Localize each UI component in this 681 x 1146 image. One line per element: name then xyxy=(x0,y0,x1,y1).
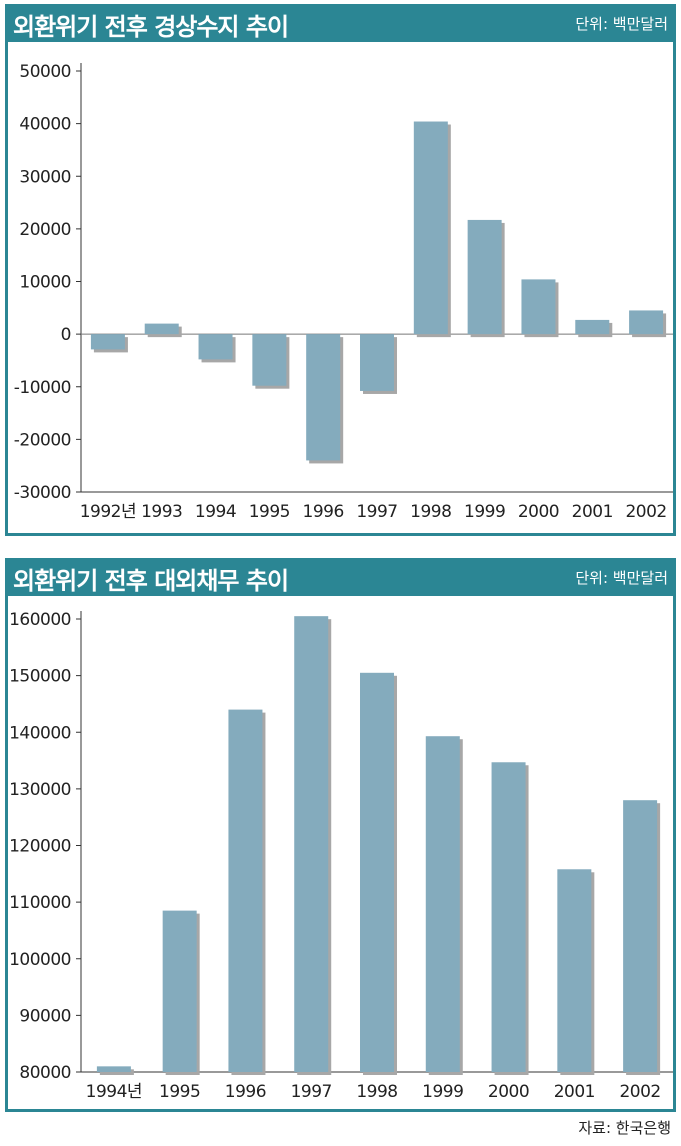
current-account-plot-area: 50000 40000 30000 20000 10000 0 -10000 -20000 -3… xyxy=(8,42,673,533)
x-tick-label: 1995 xyxy=(159,1082,200,1102)
bar xyxy=(413,121,448,335)
x-tick-label: 2002 xyxy=(625,502,666,522)
y-tick-label: -30000 xyxy=(14,483,71,503)
bar xyxy=(198,334,233,360)
current-account-chart: 50000 40000 30000 20000 10000 0 -10000 -20000 -3… xyxy=(14,62,673,522)
external-debt-header: 외환위기 전후 대외채무 추이 단위: 백만달러 xyxy=(5,558,676,596)
source-note: 자료: 한국은행 xyxy=(578,1119,671,1137)
x-tick-label: 1997 xyxy=(291,1082,332,1102)
x-tick-label: 2002 xyxy=(619,1082,660,1102)
y-tick-label: 20000 xyxy=(19,220,71,240)
bar-shadow xyxy=(99,1069,134,1075)
x-tick-label: 2001 xyxy=(572,502,613,522)
bar xyxy=(360,334,394,391)
y-tick-label: -10000 xyxy=(14,378,71,398)
y-tick-label: 40000 xyxy=(19,115,71,135)
y-tick-label: 110000 xyxy=(9,893,71,913)
current-account-panel: 외환위기 전후 경상수지 추이 단위: 백만달러 50000 40000 30000… xyxy=(5,4,676,536)
bar xyxy=(425,736,460,1072)
bar xyxy=(228,709,263,1072)
bar xyxy=(467,219,502,335)
current-account-header: 외환위기 전후 경상수지 추이 단위: 백만달러 xyxy=(5,4,676,42)
x-tick-label: 1999 xyxy=(422,1082,463,1102)
x-tick-label: 2000 xyxy=(518,502,559,522)
bar xyxy=(144,323,179,335)
y-tick-label: 80000 xyxy=(19,1063,71,1083)
y-tick-label: -20000 xyxy=(14,430,71,450)
bar xyxy=(623,800,658,1072)
x-tick-label: 1998 xyxy=(410,502,451,522)
bar xyxy=(491,762,526,1072)
x-tick-label: 1996 xyxy=(225,1082,266,1102)
bar xyxy=(90,334,125,350)
y-tick-label: 160000 xyxy=(9,610,71,630)
x-tick-label: 1997 xyxy=(356,502,397,522)
x-tick-label: 1994년 xyxy=(86,1082,142,1102)
y-tick-label: 150000 xyxy=(9,667,71,687)
external-debt-title: 외환위기 전후 대외채무 추이 xyxy=(13,567,289,595)
x-tick-label: 1999 xyxy=(464,502,505,522)
y-tick-label: 10000 xyxy=(19,273,71,293)
y-tick-label: 30000 xyxy=(19,167,71,187)
y-tick-label: 140000 xyxy=(9,723,71,743)
bar xyxy=(252,334,287,386)
y-tick-label: 130000 xyxy=(9,780,71,800)
x-tick-label: 1996 xyxy=(303,502,344,522)
bar xyxy=(557,869,592,1072)
bar xyxy=(96,1066,131,1072)
x-tick-label: 2000 xyxy=(488,1082,529,1102)
bar xyxy=(162,910,197,1072)
bar xyxy=(306,334,341,461)
external-debt-panel: 외환위기 전후 대외채무 추이 단위: 백만달러 160000 150000 140… xyxy=(5,558,676,1112)
external-debt-unit: 단위: 백만달러 xyxy=(575,569,668,587)
y-tick-label: 50000 xyxy=(19,62,71,82)
x-tick-label: 1995 xyxy=(249,502,290,522)
y-tick-label: 120000 xyxy=(9,837,71,857)
external-debt-chart: 160000 150000 140000 130000 120000 110000 1000… xyxy=(9,610,673,1102)
external-debt-plot-area: 160000 150000 140000 130000 120000 110000 1000… xyxy=(8,596,673,1109)
current-account-unit: 단위: 백만달러 xyxy=(575,15,668,33)
x-tick-label: 1993 xyxy=(141,502,182,522)
current-account-title: 외환위기 전후 경상수지 추이 xyxy=(13,13,289,41)
bar xyxy=(575,319,610,335)
bar xyxy=(294,616,329,1072)
x-tick-label: 2001 xyxy=(554,1082,595,1102)
bar xyxy=(629,310,664,335)
bar xyxy=(360,672,394,1072)
x-tick-label: 1998 xyxy=(356,1082,397,1102)
x-tick-label: 1992년 xyxy=(80,502,136,522)
y-tick-label: 100000 xyxy=(9,950,71,970)
y-tick-label: 0 xyxy=(61,325,71,345)
y-tick-label: 90000 xyxy=(19,1006,71,1026)
x-tick-label: 1994 xyxy=(195,502,236,522)
bar xyxy=(521,279,556,335)
